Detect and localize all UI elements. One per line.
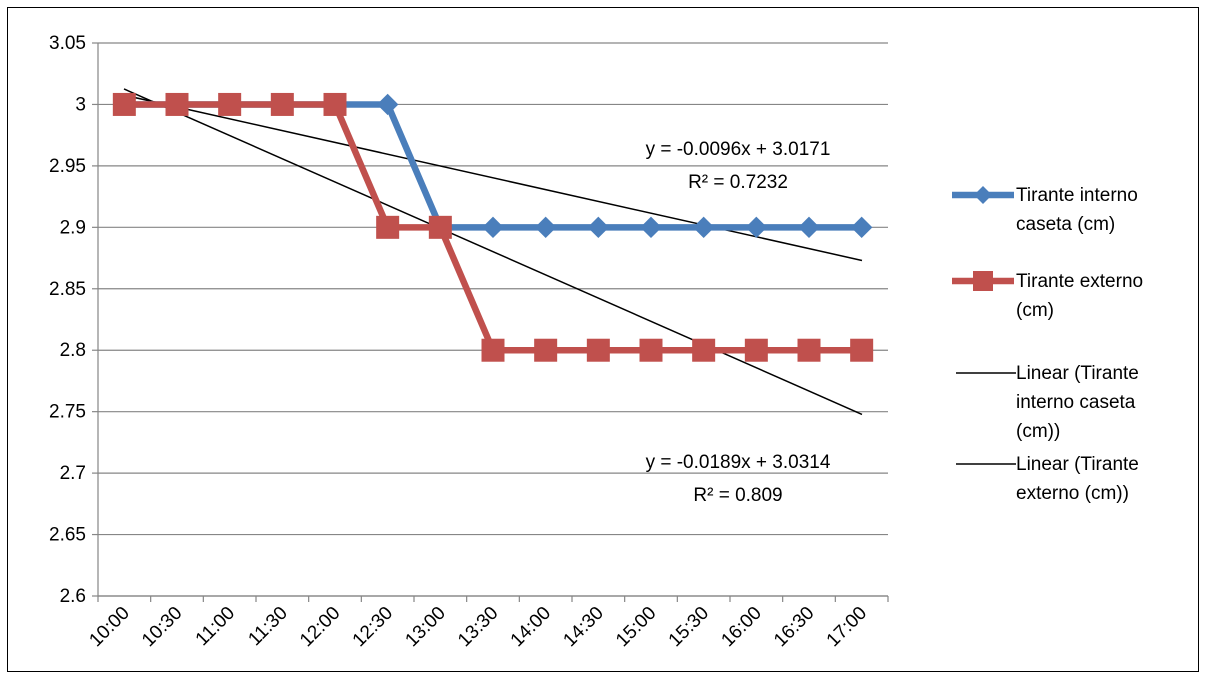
trendline-equation: y = -0.0189x + 3.0314 <box>646 452 831 473</box>
y-axis-ticks: 2.6 2.65 2.7 2.75 2.8 2.85 2.9 2.95 3 3.05 <box>49 33 98 607</box>
x-tick-label: 14:30 <box>559 603 607 651</box>
x-tick-label: 11:30 <box>244 603 291 650</box>
data-point <box>798 216 820 239</box>
data-point <box>534 216 557 239</box>
y-tick-label: 2.6 <box>60 586 86 607</box>
y-tick-label: 2.75 <box>49 402 86 423</box>
data-point <box>218 92 242 116</box>
data-series <box>112 92 874 362</box>
legend-label: Linear (Tirante <box>1016 363 1139 384</box>
legend-label: (cm)) <box>1016 421 1060 442</box>
y-tick-label: 2.85 <box>49 279 86 300</box>
legend-marker <box>973 271 993 291</box>
data-point <box>323 92 347 116</box>
trendlines <box>123 88 863 416</box>
data-point <box>797 338 821 362</box>
legend-label: Linear (Tirante <box>1016 454 1139 475</box>
data-point <box>587 216 610 239</box>
data-point <box>376 93 399 116</box>
data-point <box>850 338 874 362</box>
x-tick-label: 12:30 <box>349 603 397 651</box>
y-tick-label: 3.05 <box>49 33 86 54</box>
data-point <box>586 338 610 362</box>
x-tick-label: 17:00 <box>823 603 871 651</box>
legend-label: Tirante externo <box>1016 271 1143 292</box>
legend-label: externo (cm)) <box>1016 483 1129 504</box>
data-point <box>692 216 715 239</box>
data-point <box>744 338 768 362</box>
legend-label: (cm) <box>1016 300 1054 321</box>
data-point <box>376 215 400 239</box>
data-point <box>850 216 873 239</box>
data-point <box>692 338 716 362</box>
x-tick-label: 15:30 <box>665 603 713 651</box>
trendline-1 <box>123 94 863 262</box>
data-point <box>745 216 768 239</box>
legend-label: caseta (cm) <box>1016 214 1115 235</box>
legend-marker <box>974 186 992 204</box>
x-tick-label: 16:30 <box>770 603 818 651</box>
x-tick-label: 14:00 <box>507 603 555 651</box>
y-tick-label: 2.8 <box>60 340 86 361</box>
x-tick-label: 16:00 <box>717 603 765 651</box>
trendline-r-squared: R² = 0.809 <box>693 485 782 506</box>
data-point <box>534 338 558 362</box>
x-tick-label: 12:00 <box>296 603 344 651</box>
x-tick-label: 10:30 <box>138 603 186 651</box>
y-tick-label: 3 <box>75 94 86 115</box>
data-point <box>639 338 663 362</box>
trendline-equation: y = -0.0096x + 3.0171 <box>646 139 831 160</box>
legend-label: Tirante interno <box>1016 185 1138 206</box>
data-point <box>112 92 136 116</box>
y-tick-label: 2.9 <box>60 217 86 238</box>
gridlines <box>98 42 888 597</box>
x-tick-label: 13:00 <box>401 603 449 651</box>
data-point <box>165 92 189 116</box>
x-axis-ticks: 10:00 10:30 11:00 11:30 12:00 12:30 13:00 13:30… <box>85 596 889 651</box>
trendline-labels: y = -0.0096x + 3.0171 R² = 0.7232 y = -0.0… <box>646 139 831 506</box>
x-tick-label: 10:00 <box>85 603 133 651</box>
data-point <box>482 216 504 239</box>
trendline-r-squared: R² = 0.7232 <box>688 172 788 193</box>
data-point <box>428 215 452 239</box>
legend-label: interno caseta <box>1016 392 1136 413</box>
y-tick-label: 2.95 <box>49 156 86 177</box>
data-point <box>270 92 294 116</box>
data-point <box>640 216 662 239</box>
axes <box>97 43 888 597</box>
legend: Tirante interno caseta (cm) Tirante extern… <box>952 185 1143 504</box>
data-point <box>481 338 505 362</box>
trendline-2 <box>123 88 863 416</box>
x-tick-label: 11:00 <box>192 603 239 650</box>
y-tick-label: 2.65 <box>49 525 86 546</box>
y-tick-label: 2.7 <box>60 463 86 484</box>
x-tick-label: 15:00 <box>612 603 660 651</box>
x-tick-label: 13:30 <box>454 603 502 651</box>
